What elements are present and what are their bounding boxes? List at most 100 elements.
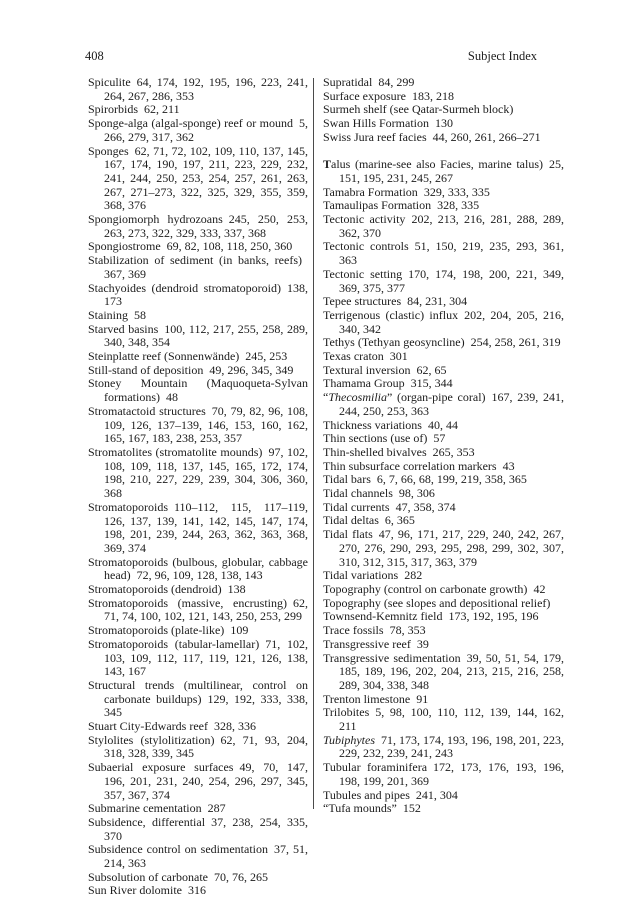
index-page-locators: 138, 173: [104, 280, 308, 309]
index-term: Thin subsurface correlation markers: [323, 458, 497, 473]
index-term: Stoney Mountain (Maquoqueta-Sylvan forma…: [88, 376, 308, 405]
index-term: Topography (control on carbonate growth): [323, 582, 528, 596]
index-term: Sponges: [88, 143, 129, 158]
index-page-locators: 109: [230, 623, 249, 638]
index-term: Supratidal: [323, 75, 373, 89]
index-term: Surmeh shelf (see Qatar-Surmeh block): [323, 102, 514, 117]
index-page-locators: 39: [416, 636, 429, 651]
index-entry: Talus (marine-see also Facies, marine ta…: [323, 157, 564, 185]
index-page-locators: 39, 50, 51, 54, 179, 185, 189, 196, 202,…: [339, 650, 565, 692]
index-term: Spirorbids: [88, 102, 139, 117]
index-page-locators: 70, 79, 82, 96, 108, 109, 126, 137–139, …: [104, 403, 308, 446]
index-term: Sun River dolomite: [88, 883, 182, 898]
index-page-locators: 49, 296, 345, 349: [209, 362, 294, 377]
index-entry: Thin-shelled bivalves 265, 353: [323, 444, 564, 460]
index-page-locators: 328, 336: [213, 719, 256, 734]
index-page-locators: 329, 333, 335: [423, 184, 490, 199]
index-page-locators: 287: [207, 801, 226, 816]
index-page-locators: 315, 344: [410, 376, 453, 391]
index-term: Tamabra Formation: [323, 184, 418, 199]
index-term: Tubules and pipes: [323, 787, 410, 802]
index-column-right: Supratidal 84, 299 Surface exposure 183, …: [323, 75, 565, 816]
index-term: Tidal flats: [323, 527, 373, 542]
index-term: Steinplatte reef (Sonnenwände): [88, 349, 240, 364]
index-entry: Supratidal 84, 299: [323, 75, 564, 90]
index-entry: Townsend-Kemnitz field 173, 192, 195, 19…: [323, 610, 564, 624]
index-entry: Sponge-alga (algal-sponge) reef or mound…: [88, 116, 308, 144]
index-entry: Thin subsurface correlation markers 43: [323, 458, 564, 474]
index-term: Tepee structures: [323, 294, 402, 309]
index-entry: Submarine cementation 287: [88, 801, 308, 816]
index-term: Thickness variations: [323, 417, 422, 432]
index-page-locators: 316: [188, 883, 206, 898]
index-term: Subsolution of carbonate: [88, 869, 208, 884]
index-term: Staining: [88, 307, 129, 322]
index-term: Spongiostrome: [88, 239, 161, 254]
index-page-locators: 49, 70, 147, 196, 201, 231, 240, 254, 29…: [104, 760, 308, 802]
index-page-locators: 129, 192, 333, 338, 345: [104, 691, 309, 720]
index-term: Tidal channels: [323, 486, 393, 501]
index-page-locators: 71, 102, 103, 109, 112, 117, 119, 121, 1…: [104, 636, 308, 679]
index-page-locators: 202, 204, 205, 216, 340, 342: [339, 307, 565, 336]
index-page-locators: 37, 238, 254, 335, 370: [104, 814, 308, 843]
index-entry: Subsidence control on sedimentation 37, …: [88, 843, 308, 870]
index-term: Tectonic activity: [323, 212, 406, 227]
index-page-locators: 62, 65: [416, 362, 447, 377]
index-term: Trilobites: [323, 705, 370, 720]
index-entry: Staining 58: [88, 307, 308, 323]
index-page-locators: 130: [435, 116, 454, 131]
index-entry: Texas craton 301: [323, 349, 564, 364]
index-entry: Tidal currents 47, 358, 374: [323, 500, 564, 515]
index-page-locators: 58: [134, 307, 147, 322]
index-entry: “Tufa mounds” 152: [323, 801, 564, 816]
index-term: Tubular foraminifera: [323, 760, 428, 775]
index-page-locators: 170, 174, 198, 200, 221, 349, 369, 375, …: [339, 266, 565, 295]
index-entry: Stylolites (stylolitization) 62, 71, 93,…: [88, 733, 308, 761]
index-entry: Stromatoporoids 110–112, 115, 117–119, 1…: [88, 500, 308, 556]
page-header: 408 Subject Index: [85, 49, 537, 63]
index-term: Swiss Jura reef facies: [323, 129, 427, 144]
index-page-locators: 47, 96, 171, 217, 229, 240, 242, 267, 27…: [339, 527, 565, 569]
index-page-locators: 64, 174, 192, 195, 196, 223, 241, 264, 2…: [104, 75, 308, 103]
index-term: Thin-shelled bivalves: [323, 444, 427, 459]
index-entry: Thamama Group 315, 344: [323, 377, 564, 391]
index-term: Spiculite: [88, 75, 131, 89]
index-entry: Transgressive sedimentation 39, 50, 51, …: [323, 650, 565, 693]
index-page-locators: 6, 7, 66, 68, 199, 219, 358, 365: [376, 472, 527, 487]
index-entry: Stoney Mountain (Maquoqueta-Sylvan forma…: [88, 377, 308, 404]
index-term: Tamaulipas Formation: [323, 198, 432, 213]
index-entry: Tethys (Tethyan geosyncline) 254, 258, 2…: [323, 335, 564, 350]
index-term: Stromatolites (stromatolite mounds): [88, 444, 263, 459]
index-entry: Stromatactoid structures 70, 79, 82, 96,…: [88, 403, 308, 446]
index-term: Thin sections (use of): [323, 431, 428, 446]
index-entry: Stromatolites (stromatolite mounds) 97, …: [88, 444, 308, 501]
index-term: Trenton limestone: [323, 691, 411, 706]
index-term: Stromatoporoids (bulbous, globular, cabb…: [88, 554, 308, 583]
index-page-locators: 72, 96, 109, 128, 138, 143: [136, 568, 263, 583]
index-term: Stromatoporoids (tabular-lamellar): [88, 636, 260, 651]
index-page-locators: 5, 98, 100, 110, 112, 139, 144, 162, 211: [339, 705, 564, 734]
index-entry: Structural trends (multilinear, control …: [88, 678, 309, 720]
index-term: Tidal bars: [323, 472, 371, 487]
index-term: Talus (marine-see also Facies, marine ta…: [323, 157, 543, 172]
index-term: Topography (see slopes and depositional …: [323, 595, 551, 610]
index-entry: Tectonic controls 51, 150, 219, 235, 293…: [323, 240, 564, 267]
index-entry: Starved basins 100, 112, 217, 255, 258, …: [88, 322, 308, 350]
index-term: Tethys (Tethyan geosyncline): [323, 335, 465, 350]
index-page-locators: 152: [402, 801, 421, 816]
index-term: Stromatoporoids (dendroid): [88, 582, 222, 597]
index-term: Trace fossils: [323, 623, 384, 638]
index-entry: “Thecosmilia” (organ-pipe coral) 167, 23…: [323, 390, 564, 418]
index-column-left: Spiculite 64, 174, 192, 195, 196, 223, 2…: [88, 75, 309, 898]
index-entry: Stuart City-Edwards reef 328, 336: [88, 719, 308, 734]
index-term: Stromatoporoids (massive, encrusting): [88, 595, 287, 610]
index-entry: Still-stand of deposition 49, 296, 345, …: [88, 362, 308, 378]
index-entry: Tidal channels 98, 306: [323, 486, 564, 501]
index-page-locators: 91: [416, 691, 429, 706]
index-entry: Spongiomorph hydrozoans 245, 250, 253, 2…: [88, 212, 308, 240]
index-term: Tubiphytes: [323, 732, 376, 747]
index-entry: Textural inversion 62, 65: [323, 362, 564, 378]
index-page-locators: 25, 151, 195, 231, 245, 267: [339, 157, 564, 185]
index-term: “Tufa mounds”: [323, 801, 397, 816]
